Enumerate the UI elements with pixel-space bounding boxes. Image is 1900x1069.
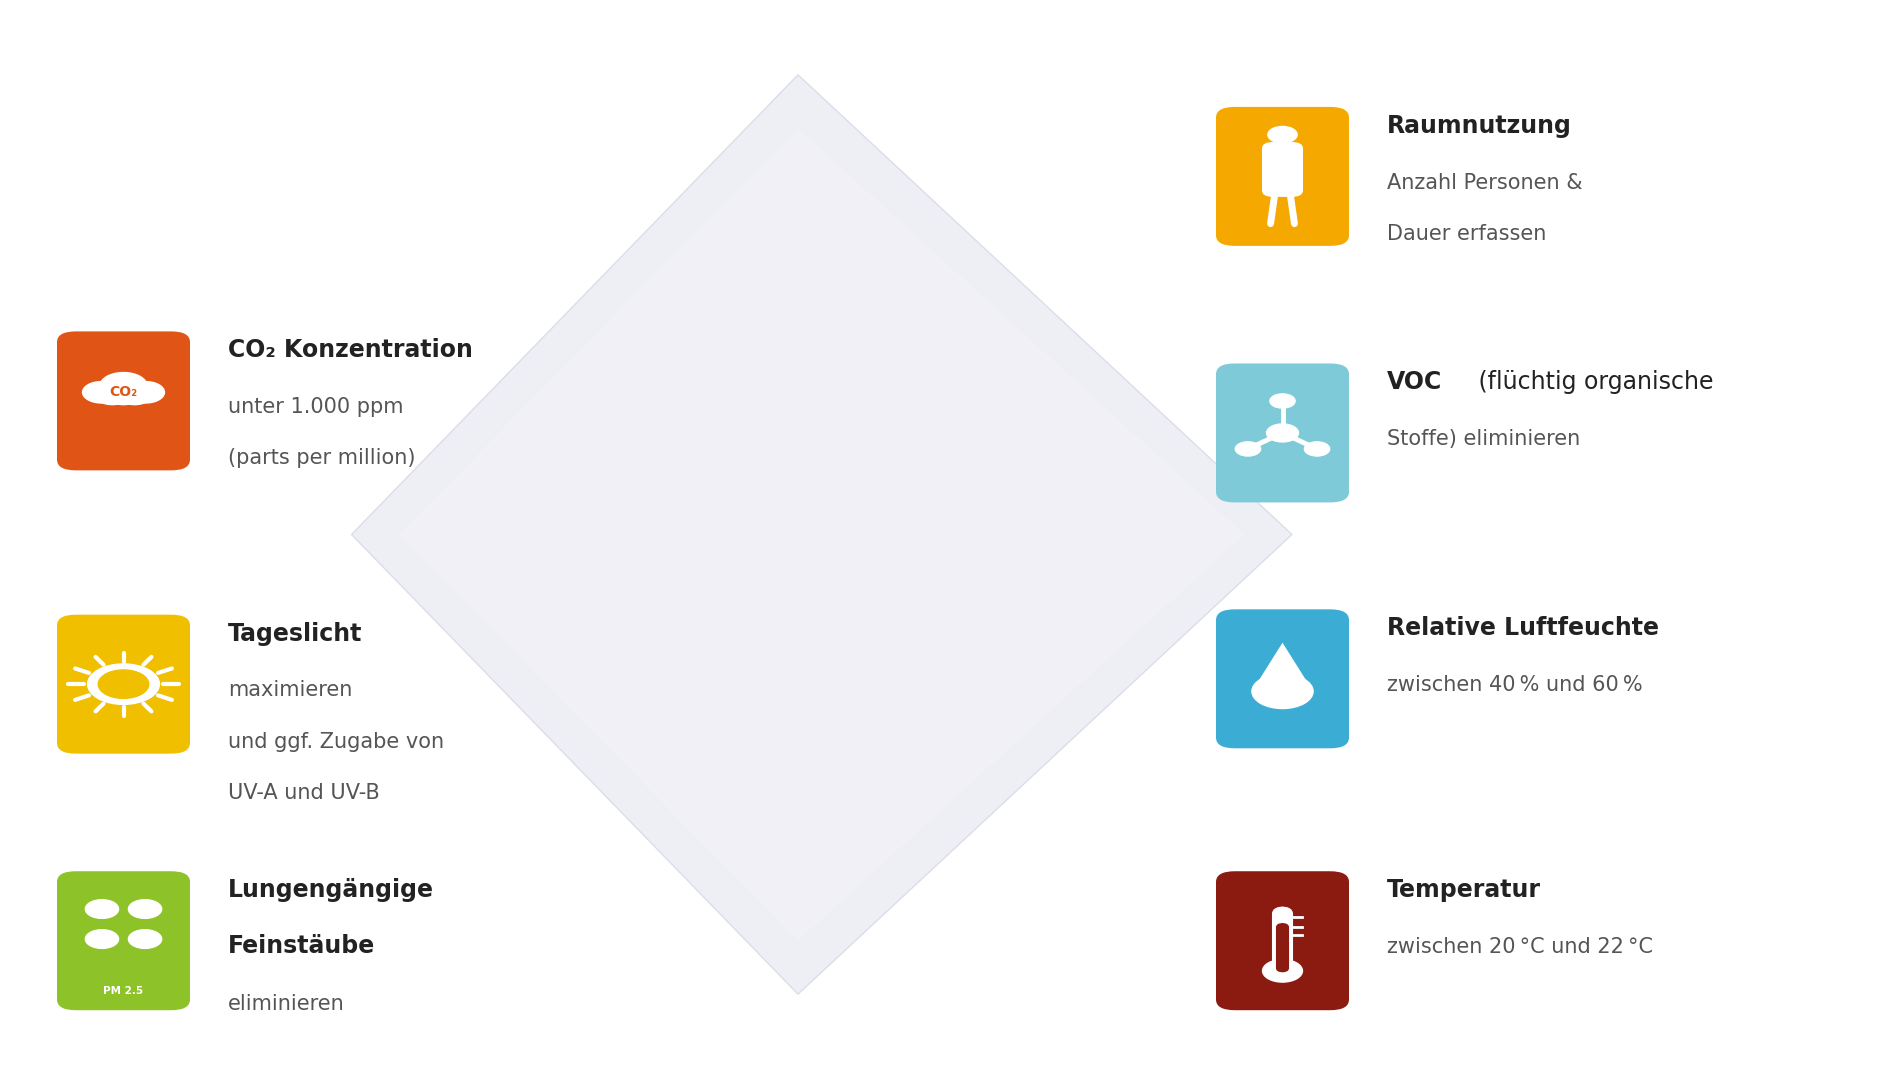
Text: Tageslicht: Tageslicht xyxy=(228,622,363,646)
Text: unter 1.000 ppm: unter 1.000 ppm xyxy=(228,398,403,417)
Text: Stoffe) eliminieren: Stoffe) eliminieren xyxy=(1387,430,1581,449)
FancyBboxPatch shape xyxy=(57,871,190,1010)
Circle shape xyxy=(87,664,160,704)
Circle shape xyxy=(1235,441,1260,456)
Circle shape xyxy=(118,385,152,405)
Circle shape xyxy=(99,670,148,698)
FancyBboxPatch shape xyxy=(1271,907,1294,975)
Circle shape xyxy=(86,900,118,918)
Text: und ggf. Zugabe von: und ggf. Zugabe von xyxy=(228,731,445,752)
Text: Temperatur: Temperatur xyxy=(1387,879,1541,902)
Text: CO₂: CO₂ xyxy=(110,385,137,400)
Polygon shape xyxy=(1252,642,1313,692)
FancyBboxPatch shape xyxy=(1262,142,1303,197)
Text: maximieren: maximieren xyxy=(228,681,352,700)
Circle shape xyxy=(1267,126,1298,143)
Text: VOC: VOC xyxy=(1387,371,1442,394)
Circle shape xyxy=(101,372,146,399)
Circle shape xyxy=(127,382,165,403)
Circle shape xyxy=(1305,441,1330,456)
FancyBboxPatch shape xyxy=(1216,107,1349,246)
Text: eliminieren: eliminieren xyxy=(228,994,344,1013)
Circle shape xyxy=(129,930,162,948)
Text: (flüchtig organische: (flüchtig organische xyxy=(1471,371,1714,394)
Text: PM 2.5: PM 2.5 xyxy=(103,986,144,995)
FancyBboxPatch shape xyxy=(1277,923,1288,973)
Text: Raumnutzung: Raumnutzung xyxy=(1387,114,1571,138)
FancyBboxPatch shape xyxy=(1216,871,1349,1010)
Circle shape xyxy=(1252,675,1313,709)
Text: zwischen 20 °C und 22 °C: zwischen 20 °C und 22 °C xyxy=(1387,936,1653,957)
Circle shape xyxy=(1269,393,1296,408)
Text: Anzahl Personen &: Anzahl Personen & xyxy=(1387,173,1583,192)
Text: Feinstäube: Feinstäube xyxy=(228,934,376,958)
FancyBboxPatch shape xyxy=(57,615,190,754)
Circle shape xyxy=(129,900,162,918)
Circle shape xyxy=(1262,960,1303,982)
Text: zwischen 40 % und 60 %: zwischen 40 % und 60 % xyxy=(1387,676,1644,695)
Circle shape xyxy=(86,930,118,948)
FancyBboxPatch shape xyxy=(57,331,190,470)
Polygon shape xyxy=(352,75,1292,994)
Text: Relative Luftfeuchte: Relative Luftfeuchte xyxy=(1387,616,1659,640)
Polygon shape xyxy=(399,128,1244,941)
Circle shape xyxy=(106,385,141,405)
Text: UV-A und UV-B: UV-A und UV-B xyxy=(228,783,380,803)
FancyBboxPatch shape xyxy=(1216,609,1349,748)
Circle shape xyxy=(1267,424,1298,441)
Text: CO₂ Konzentration: CO₂ Konzentration xyxy=(228,338,473,362)
Circle shape xyxy=(82,382,120,403)
Text: (parts per million): (parts per million) xyxy=(228,449,416,468)
Text: Lungengängige: Lungengängige xyxy=(228,879,433,902)
Circle shape xyxy=(95,385,129,405)
Text: Dauer erfassen: Dauer erfassen xyxy=(1387,224,1547,244)
FancyBboxPatch shape xyxy=(1216,363,1349,502)
